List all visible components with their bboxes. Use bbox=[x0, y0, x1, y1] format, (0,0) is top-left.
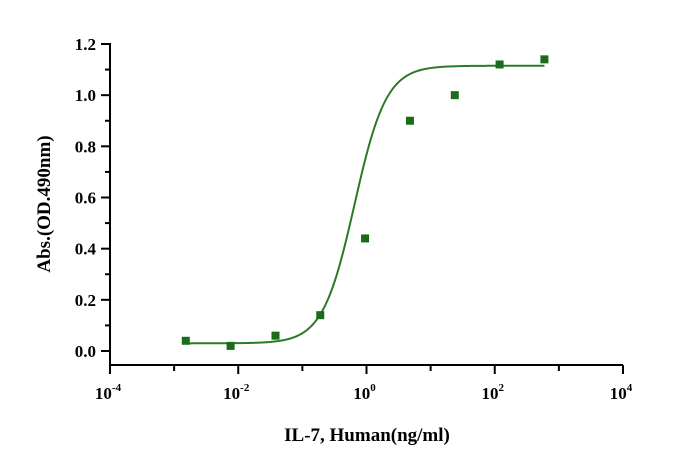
y-tick-label: 1.2 bbox=[75, 35, 96, 54]
y-ticks: 0.0 0.2 0.4 0.6 0.8 1.0 1.2 bbox=[75, 35, 110, 361]
y-tick-label: 0.0 bbox=[75, 342, 96, 361]
data-point bbox=[316, 311, 325, 320]
x-tick-label: 10-2 bbox=[223, 382, 250, 403]
y-tick-label: 0.8 bbox=[75, 137, 96, 156]
data-point bbox=[405, 116, 414, 125]
fit-curve bbox=[185, 64, 545, 345]
x-tick-label: 104 bbox=[610, 382, 633, 403]
data-point bbox=[495, 60, 504, 69]
y-tick-label: 0.4 bbox=[75, 240, 97, 259]
data-point bbox=[540, 55, 549, 64]
y-axis-title: Abs.(OD.490nm) bbox=[34, 135, 55, 272]
data-points bbox=[181, 55, 549, 350]
data-point bbox=[226, 341, 235, 350]
x-tick-label: 10-4 bbox=[95, 382, 122, 403]
x-axis-title: IL-7, Human(ng/ml) bbox=[284, 425, 450, 446]
data-point bbox=[361, 234, 370, 243]
data-point bbox=[271, 331, 280, 340]
y-tick-label: 0.6 bbox=[75, 189, 96, 208]
y-tick-label: 1.0 bbox=[75, 86, 96, 105]
x-ticks: 10-4 10-2 100 102 104 bbox=[95, 365, 633, 403]
x-tick-label: 100 bbox=[353, 382, 376, 403]
y-tick-label: 0.2 bbox=[75, 291, 96, 310]
data-point bbox=[181, 336, 190, 345]
x-tick-label: 102 bbox=[482, 382, 505, 403]
data-point bbox=[450, 91, 459, 100]
axes bbox=[109, 43, 623, 366]
